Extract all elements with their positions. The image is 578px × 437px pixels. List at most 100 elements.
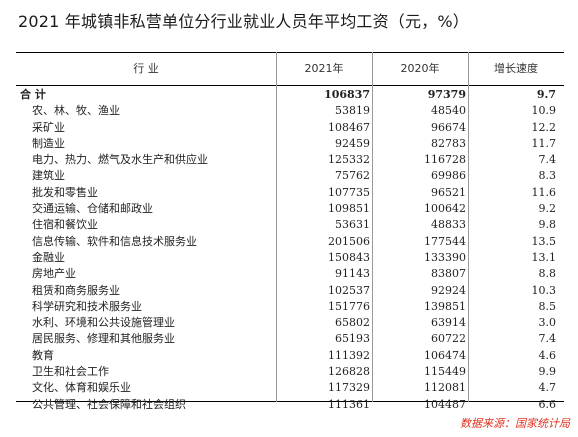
header-2020: 2020年 bbox=[400, 62, 440, 75]
row-label: 金融业 bbox=[32, 250, 65, 264]
table-header-rule bbox=[16, 85, 564, 86]
value-2021: 111392 bbox=[328, 348, 370, 362]
value-2020: 96674 bbox=[431, 120, 466, 134]
value-2020: 48540 bbox=[431, 104, 466, 118]
header-growth: 增长速度 bbox=[494, 62, 538, 75]
table-row: 采矿业 108467 96674 12.2 bbox=[16, 120, 564, 136]
value-2020: 48833 bbox=[431, 218, 466, 232]
value-2020: 106474 bbox=[424, 348, 466, 362]
value-growth: 8.3 bbox=[538, 169, 557, 183]
value-2021: 117329 bbox=[328, 381, 370, 395]
table-row: 水利、环境和公共设施管理业 65802 63914 3.0 bbox=[16, 315, 564, 331]
table-row: 金融业 150843 133390 13.1 bbox=[16, 250, 564, 266]
table-row: 科学研究和技术服务业 151776 139851 8.5 bbox=[16, 299, 564, 315]
value-2021: 65193 bbox=[335, 332, 370, 346]
table-bottom-rule bbox=[16, 401, 564, 402]
value-2021: 53631 bbox=[335, 218, 370, 232]
table-row: 信息传输、软件和信息技术服务业 201506 177544 13.5 bbox=[16, 234, 564, 250]
value-2021: 53819 bbox=[335, 104, 370, 118]
value-2021: 125332 bbox=[328, 153, 370, 167]
value-2021: 111361 bbox=[328, 397, 370, 411]
value-growth: 4.7 bbox=[538, 381, 557, 395]
row-label: 房地产业 bbox=[32, 267, 76, 281]
row-label: 卫生和社会工作 bbox=[32, 365, 109, 379]
value-growth: 7.4 bbox=[538, 332, 557, 346]
column-divider bbox=[468, 52, 469, 402]
table-row: 租赁和商务服务业 102537 92924 10.3 bbox=[16, 283, 564, 299]
value-growth: 8.5 bbox=[538, 299, 557, 313]
row-label: 水利、环境和公共设施管理业 bbox=[32, 316, 175, 330]
value-2021: 126828 bbox=[328, 365, 370, 379]
value-growth: 11.7 bbox=[531, 136, 557, 150]
table-row: 文化、体育和娱乐业 117329 112081 4.7 bbox=[16, 380, 564, 396]
header-industry: 行 业 bbox=[133, 62, 159, 75]
table-row: 制造业 92459 82783 11.7 bbox=[16, 136, 564, 152]
value-growth: 9.7 bbox=[536, 88, 556, 101]
value-2020: 82783 bbox=[431, 136, 466, 150]
value-growth: 8.8 bbox=[538, 267, 557, 281]
value-2021: 75762 bbox=[335, 169, 370, 183]
value-growth: 13.1 bbox=[531, 250, 557, 264]
header-2021: 2021年 bbox=[304, 62, 344, 75]
value-2020: 104487 bbox=[424, 397, 466, 411]
table-row: 批发和零售业 107735 96521 11.6 bbox=[16, 185, 564, 201]
row-label: 电力、热力、燃气及水生产和供应业 bbox=[32, 153, 208, 167]
row-label: 居民服务、修理和其他服务业 bbox=[32, 332, 175, 346]
column-divider bbox=[372, 52, 373, 402]
row-label: 租赁和商务服务业 bbox=[32, 283, 120, 297]
table-row: 建筑业 75762 69986 8.3 bbox=[16, 168, 564, 184]
page-title: 2021 年城镇非私营单位分行业就业人员年平均工资（元，%） bbox=[18, 12, 470, 31]
value-2021: 92459 bbox=[335, 136, 370, 150]
value-growth: 9.8 bbox=[538, 218, 557, 232]
row-label: 制造业 bbox=[32, 136, 65, 150]
value-growth: 7.4 bbox=[538, 153, 557, 167]
value-2020: 97379 bbox=[427, 88, 466, 101]
row-label: 建筑业 bbox=[32, 169, 65, 183]
value-2020: 60722 bbox=[431, 332, 466, 346]
value-growth: 9.9 bbox=[538, 365, 557, 379]
row-label: 农、林、牧、渔业 bbox=[32, 104, 120, 118]
value-2020: 115449 bbox=[424, 365, 466, 379]
value-2021: 151776 bbox=[328, 299, 370, 313]
value-2020: 92924 bbox=[431, 283, 466, 297]
value-growth: 3.0 bbox=[538, 316, 557, 330]
table-row: 居民服务、修理和其他服务业 65193 60722 7.4 bbox=[16, 331, 564, 347]
value-2020: 63914 bbox=[431, 316, 466, 330]
value-growth: 13.5 bbox=[531, 234, 557, 248]
value-growth: 12.2 bbox=[531, 120, 557, 134]
row-label: 文化、体育和娱乐业 bbox=[32, 381, 131, 395]
value-2020: 112081 bbox=[424, 381, 466, 395]
value-2020: 69986 bbox=[431, 169, 466, 183]
row-label: 科学研究和技术服务业 bbox=[32, 299, 142, 313]
value-2021: 108467 bbox=[328, 120, 370, 134]
value-growth: 11.6 bbox=[531, 185, 557, 199]
table-row: 公共管理、社会保障和社会组织 111361 104487 6.6 bbox=[16, 397, 564, 413]
value-growth: 9.2 bbox=[538, 202, 557, 216]
value-2021: 91143 bbox=[335, 267, 370, 281]
value-2020: 139851 bbox=[424, 299, 466, 313]
source-note: 数据来源：国家统计局 bbox=[460, 417, 570, 430]
value-2021: 106837 bbox=[324, 88, 370, 101]
table-row: 住宿和餐饮业 53631 48833 9.8 bbox=[16, 217, 564, 233]
row-label: 合 计 bbox=[20, 88, 46, 101]
value-2020: 96521 bbox=[431, 185, 466, 199]
table-row: 卫生和社会工作 126828 115449 9.9 bbox=[16, 364, 564, 380]
table-row: 交通运输、仓储和邮政业 109851 100642 9.2 bbox=[16, 201, 564, 217]
table-row: 农、林、牧、渔业 53819 48540 10.9 bbox=[16, 103, 564, 119]
value-2021: 109851 bbox=[328, 202, 370, 216]
row-label: 信息传输、软件和信息技术服务业 bbox=[32, 234, 197, 248]
value-growth: 10.3 bbox=[531, 283, 557, 297]
value-2021: 107735 bbox=[328, 185, 370, 199]
wage-table: 行 业 2021年 2020年 增长速度 合 计 106837 97379 9.… bbox=[16, 52, 564, 411]
row-label: 教育 bbox=[32, 348, 54, 362]
row-label: 公共管理、社会保障和社会组织 bbox=[32, 397, 186, 411]
value-growth: 6.6 bbox=[538, 397, 557, 411]
row-label: 批发和零售业 bbox=[32, 185, 98, 199]
table-body: 合 计 106837 97379 9.7 农、林、牧、渔业 53819 48540 1… bbox=[16, 87, 564, 413]
value-2020: 100642 bbox=[424, 202, 466, 216]
row-label: 交通运输、仓储和邮政业 bbox=[32, 202, 153, 216]
table-top-rule bbox=[16, 52, 564, 53]
value-2020: 83807 bbox=[431, 267, 466, 281]
value-2020: 116728 bbox=[424, 153, 466, 167]
row-label: 住宿和餐饮业 bbox=[32, 218, 98, 232]
